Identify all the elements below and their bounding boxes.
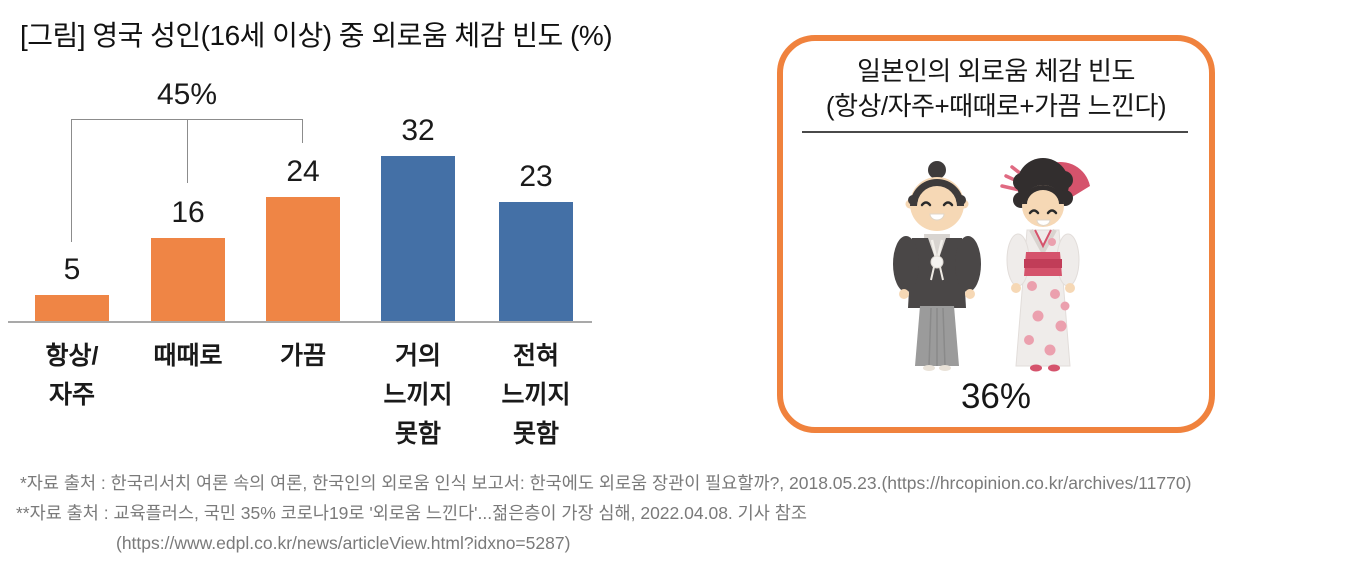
japan-box-title-line2: (항상/자주+때때로+가끔 느낀다) bbox=[825, 91, 1167, 121]
japanese-couple-illustration bbox=[893, 158, 1090, 372]
x-axis-line bbox=[8, 321, 592, 323]
japan-box-title-line1: 일본인의 외로움 체감 빈도 bbox=[857, 56, 1135, 86]
footnote-source-1: *자료 출처 : 한국리서치 여론 속의 여론, 한국인의 외로움 인식 보고서… bbox=[20, 473, 1192, 493]
category-label: 거의 느끼지 못함 bbox=[383, 342, 453, 448]
japan-box-title: 일본인의 외로움 체감 빈도 (항상/자주+때때로+가끔 느낀다) bbox=[783, 54, 1209, 124]
bar bbox=[381, 156, 455, 321]
japan-box: 일본인의 외로움 체감 빈도 (항상/자주+때때로+가끔 느낀다) bbox=[777, 35, 1215, 433]
footnote-source-2: **자료 출처 : 교육플러스, 국민 35% 코로나19로 '외로움 느낀다'… bbox=[16, 503, 807, 523]
japan-box-divider bbox=[802, 131, 1188, 133]
bar-value-label: 23 bbox=[519, 160, 553, 193]
man-in-kimono-figure bbox=[893, 161, 981, 371]
bar-value-label: 16 bbox=[171, 196, 205, 229]
bar bbox=[151, 238, 225, 321]
sum-bracket-right-drop bbox=[302, 119, 303, 143]
bar-value-label: 24 bbox=[286, 155, 320, 188]
footnotes: *자료 출처 : 한국리서치 여론 속의 여론, 한국인의 외로움 인식 보고서… bbox=[16, 468, 1191, 558]
bar-value-label: 32 bbox=[401, 114, 435, 147]
bar bbox=[35, 295, 109, 321]
chart-title: [그림] 영국 성인(16세 이상) 중 외로움 체감 빈도 (%) bbox=[20, 20, 613, 51]
category-label: 전혀 느끼지 못함 bbox=[501, 342, 571, 448]
sum-bracket-left-drop bbox=[71, 119, 72, 242]
category-label: 가끔 bbox=[279, 342, 326, 370]
woman-in-kimono-figure bbox=[1000, 158, 1090, 372]
bar bbox=[499, 202, 573, 321]
bar-value-label: 5 bbox=[63, 253, 81, 286]
footnote-source-2-url: (https://www.edpl.co.kr/news/articleView… bbox=[116, 533, 571, 553]
category-label: 때때로 bbox=[153, 342, 223, 370]
bar-chart: 45% 5 항상/자주 16 때때로 24 가끔 32 거의 느끼지 못함 23 전혀 느끼지 못함 bbox=[0, 0, 640, 470]
bar bbox=[266, 197, 340, 321]
category-label: 항상/자주 bbox=[45, 342, 99, 409]
sum-annotation-label: 45% bbox=[156, 78, 218, 111]
japan-loneliness-percentage: 36% bbox=[960, 377, 1032, 416]
sum-bracket-mid-drop bbox=[187, 119, 188, 183]
